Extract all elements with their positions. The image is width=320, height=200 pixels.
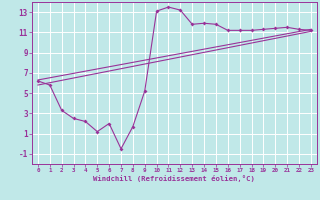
X-axis label: Windchill (Refroidissement éolien,°C): Windchill (Refroidissement éolien,°C) — [93, 175, 255, 182]
